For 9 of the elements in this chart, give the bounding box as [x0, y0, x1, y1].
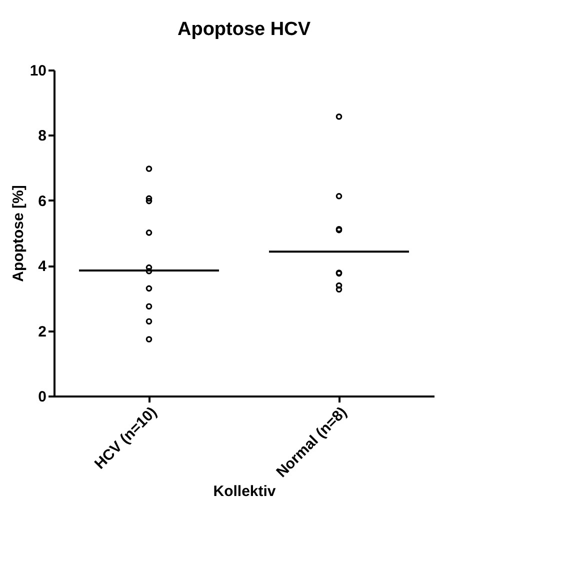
chart-title: Apoptose HCV — [178, 19, 311, 40]
y-tick-label: 10 — [30, 62, 46, 80]
x-axis-title: Kollektiv — [213, 483, 276, 500]
y-tick-label: 8 — [38, 128, 46, 145]
y-tick-label: 2 — [38, 323, 46, 340]
y-axis-title: Apoptose [%] — [10, 185, 27, 282]
y-tick-label: 0 — [38, 388, 46, 406]
y-tick-label: 6 — [38, 192, 46, 210]
y-tick-label: 4 — [38, 258, 48, 276]
